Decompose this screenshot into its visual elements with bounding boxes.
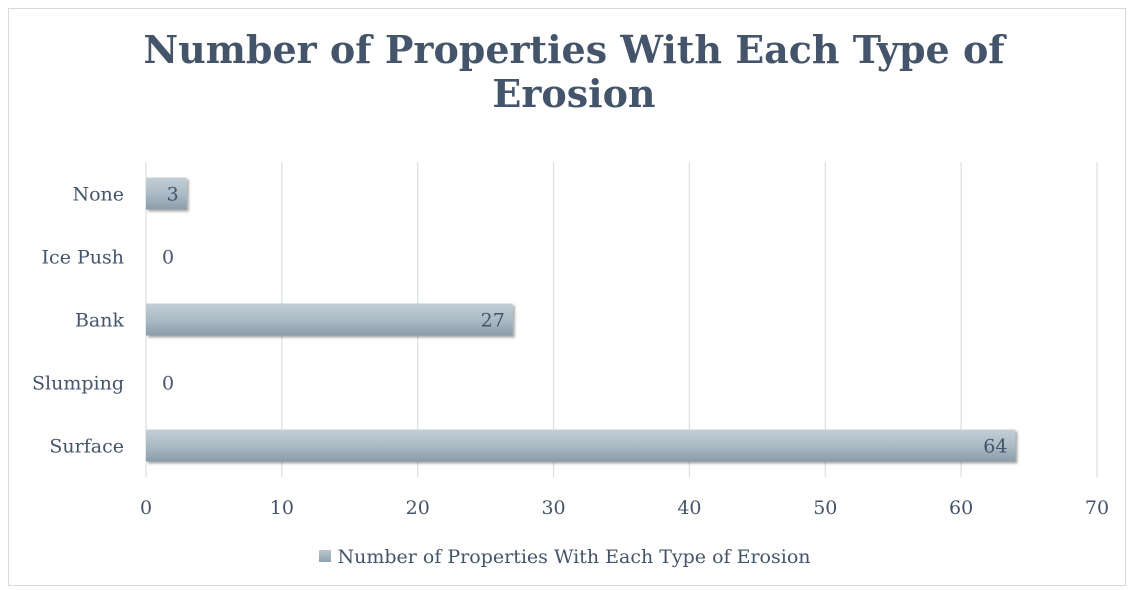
data-label: 3 (167, 184, 179, 206)
bar-none (146, 177, 187, 210)
x-tick-label: 10 (270, 497, 294, 519)
chart-frame (8, 8, 1126, 586)
data-label: 27 (481, 310, 505, 332)
category-label: Ice Push (42, 247, 124, 269)
x-tick-label: 0 (140, 497, 152, 519)
legend-label: Number of Properties With Each Type of E… (337, 546, 811, 568)
category-label: Surface (49, 436, 124, 458)
x-tick-label: 50 (813, 497, 837, 519)
bar-surface (146, 429, 1016, 462)
bar-bank (146, 303, 513, 336)
data-label: 0 (162, 247, 174, 269)
bars (146, 177, 1016, 462)
x-tick-label: 40 (677, 497, 701, 519)
category-label: Bank (75, 310, 125, 332)
data-label: 0 (162, 373, 174, 395)
x-tick-label: 70 (1085, 497, 1109, 519)
data-label: 64 (983, 436, 1007, 458)
category-label: None (72, 184, 124, 206)
legend: Number of Properties With Each Type of E… (0, 546, 1130, 568)
value-axis-tick-labels: 0 10 20 30 40 50 60 70 (140, 497, 1109, 519)
x-tick-label: 30 (541, 497, 565, 519)
legend-swatch (319, 550, 332, 562)
chart-title: Number of Properties With Each Type of E… (143, 27, 1005, 116)
category-label: Slumping (32, 373, 124, 395)
data-labels: 64 0 27 0 3 (162, 184, 1007, 458)
x-tick-label: 60 (949, 497, 973, 519)
x-tick-label: 20 (406, 497, 430, 519)
category-axis-labels: Surface Slumping Bank Ice Push None (32, 184, 124, 458)
